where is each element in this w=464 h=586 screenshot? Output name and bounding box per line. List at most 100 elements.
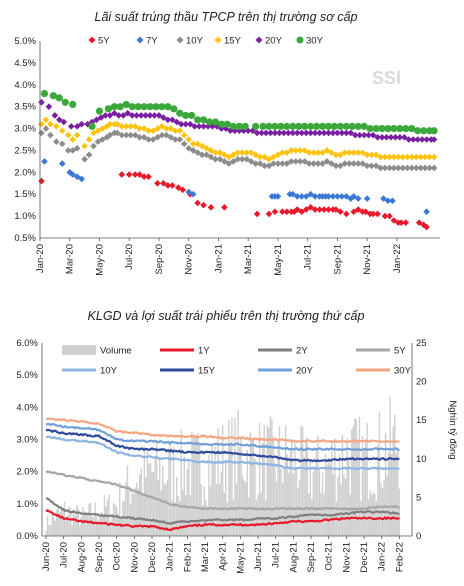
point-30y [235, 122, 243, 130]
point-15y [145, 127, 152, 135]
point-15y [350, 149, 358, 156]
point-15y [430, 153, 438, 161]
volume-bar [329, 464, 331, 536]
point-30y [217, 120, 226, 128]
point-20y [97, 114, 105, 121]
volume-bar [231, 417, 233, 536]
volume-bar [48, 524, 50, 536]
volume-bar [155, 440, 158, 536]
point-20y [213, 123, 221, 130]
point-15y [265, 155, 273, 163]
volume-bar [102, 515, 104, 536]
point-15y [408, 153, 416, 161]
point-20y [334, 129, 341, 137]
point-15y [354, 149, 362, 156]
legend-label-20y: 20Y [296, 366, 314, 377]
point-5y [136, 171, 143, 178]
volume-bar [169, 444, 172, 536]
point-10y [283, 160, 291, 167]
volume-bar [165, 484, 167, 536]
volume-bar [331, 442, 333, 536]
point-10y [252, 160, 259, 167]
point-7y [41, 158, 48, 165]
point-15y [154, 125, 161, 132]
volume-bar [344, 478, 347, 536]
point-7y [325, 193, 332, 200]
point-7y [334, 193, 341, 200]
point-10y [221, 158, 228, 165]
point-20y [378, 134, 386, 141]
volume-bar [383, 480, 385, 536]
point-5y [160, 179, 167, 187]
point-5y [381, 212, 389, 220]
point-10y [345, 160, 353, 167]
point-30y [40, 89, 49, 98]
point-20y [204, 123, 212, 130]
point-10y [85, 151, 93, 159]
point-5y [307, 204, 314, 211]
legend-label-7y: 7Y [146, 36, 158, 47]
volume-bar [160, 490, 162, 536]
volume-bar [328, 460, 330, 536]
volume-bar [57, 508, 59, 536]
volume-bar [208, 454, 210, 536]
volume-bar [189, 495, 192, 536]
point-20y [115, 112, 123, 119]
volume-bar [261, 443, 264, 536]
chart1-x-tick-mar-20: Mar-20 [65, 244, 76, 274]
legend-label-10y: 10Y [100, 366, 118, 377]
point-10y [122, 131, 130, 139]
point-20y [307, 129, 314, 137]
point-30y [170, 105, 178, 113]
volume-bar [135, 482, 138, 536]
volume-bar [361, 435, 364, 536]
point-10y [261, 162, 268, 170]
chart1-x-tick-may-21: May-21 [273, 244, 284, 276]
volume-bar [65, 518, 67, 536]
legend-label-1y: 1Y [198, 346, 210, 357]
point-10y [131, 131, 139, 139]
point-15y [90, 129, 97, 137]
point-10y [368, 162, 375, 170]
chart2-y2-tick-5: 5 [416, 492, 421, 503]
volume-bar [71, 525, 73, 536]
volume-bar [106, 499, 109, 536]
point-10y [64, 147, 72, 154]
volume-bar [143, 446, 146, 536]
point-20y [396, 134, 404, 141]
point-15y [341, 149, 349, 156]
point-20y [423, 136, 430, 143]
point-10y [59, 140, 66, 148]
point-30y [104, 105, 113, 113]
volume-bar [54, 520, 56, 536]
point-30y [277, 122, 285, 130]
point-5y [320, 206, 328, 213]
point-10y [73, 144, 81, 152]
point-15y [167, 125, 175, 132]
volume-bar [232, 499, 235, 536]
point-20y [78, 120, 85, 128]
volume-bar [314, 466, 316, 536]
volume-bar [387, 452, 390, 536]
legend-label-30y: 30Y [394, 366, 412, 377]
volume-bar [183, 456, 185, 536]
point-20y [51, 112, 59, 119]
volume-bar [337, 477, 339, 536]
point-5y [343, 210, 350, 218]
point-20y [67, 123, 75, 130]
point-20y [160, 114, 167, 121]
volume-bar [257, 493, 259, 536]
point-20y [325, 129, 332, 137]
volume-bar [358, 416, 361, 536]
volume-bar [142, 494, 144, 536]
point-15y [212, 149, 219, 156]
chart2-x-tick-aug-20: Aug-20 [76, 542, 87, 573]
volume-bar [221, 424, 224, 536]
volume-bar [85, 511, 87, 536]
volume-bar [354, 418, 356, 536]
point-10y [279, 160, 286, 167]
volume-bar [126, 465, 129, 536]
chart1-x-tick-sep-20: Sep-20 [154, 244, 165, 275]
point-30y [188, 111, 196, 120]
volume-bar [372, 492, 374, 536]
